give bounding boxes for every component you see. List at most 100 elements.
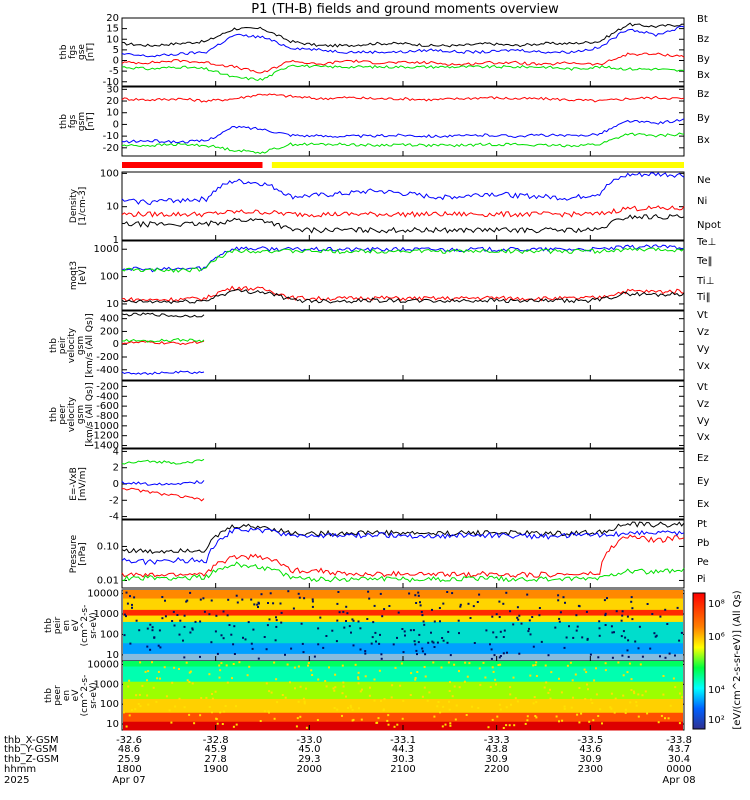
spectrogram-pixel <box>444 723 447 726</box>
spectrogram-pixel <box>235 594 238 597</box>
y-tick-label: 100 <box>100 629 119 640</box>
spectrogram-pixel <box>139 705 142 708</box>
spectrogram-pixel <box>478 667 481 670</box>
spectrogram-pixel <box>401 717 404 720</box>
y-tick-label: 10000 <box>87 659 119 670</box>
spectrogram-pixel <box>241 598 244 601</box>
spectrogram-pixel <box>416 653 418 656</box>
spectrogram-pixel <box>352 619 355 622</box>
spectrogram-pixel <box>205 696 208 699</box>
spectrogram-pixel <box>516 700 519 703</box>
spectrogram-band <box>123 643 683 655</box>
spectrogram-pixel <box>313 655 316 658</box>
spectrogram-pixel <box>558 620 561 623</box>
spectrogram-pixel <box>336 602 339 605</box>
spectrogram-pixel <box>664 717 666 720</box>
spectrogram-pixel <box>413 640 416 643</box>
spectrogram-pixel <box>335 640 338 643</box>
spectrogram-pixel <box>382 709 385 712</box>
spectrogram-pixel <box>146 694 149 697</box>
spectrogram-pixel <box>182 639 184 642</box>
spectrogram-pixel <box>447 661 450 664</box>
spectrogram-pixel <box>367 590 370 593</box>
panel-frame <box>121 17 685 87</box>
spectrogram-pixel <box>178 697 181 700</box>
y-tick-label: 10 <box>106 299 119 310</box>
spectrogram-pixel <box>512 676 515 679</box>
spectrogram-pixel <box>604 612 607 615</box>
spectrogram-pixel <box>637 715 640 718</box>
legend-By: By <box>697 113 710 124</box>
spectrogram-pixel <box>572 636 575 639</box>
spectrogram-band <box>123 666 683 683</box>
spectrogram-pixel <box>211 693 213 695</box>
spectrogram-pixel <box>496 715 499 718</box>
legend-Pi: Pi <box>697 574 706 585</box>
spectrogram-pixel <box>361 688 363 691</box>
spectrogram-pixel <box>399 684 402 687</box>
spectrogram-pixel <box>135 619 138 622</box>
spectrogram-pixel <box>585 671 588 674</box>
spectrogram-pixel <box>419 604 422 607</box>
spectrogram-pixel <box>231 677 233 680</box>
spectrogram-pixel <box>216 722 219 725</box>
spectrogram-pixel <box>156 677 159 680</box>
spectrogram-pixel <box>251 647 254 650</box>
spectrogram-pixel <box>331 629 334 632</box>
spectrogram-pixel <box>487 726 490 729</box>
spectrogram-pixel <box>178 633 181 636</box>
spectrogram-pixel <box>469 617 472 619</box>
spectrogram-pixel <box>438 607 441 609</box>
y-axis-label: Pressure <box>69 534 79 573</box>
spectrogram-pixel <box>346 612 349 615</box>
spectrogram-pixel <box>199 598 202 601</box>
spectrogram-pixel <box>250 598 253 601</box>
panel-3: 10 100 1000 moqt3 [eV] Te⊥ Te‖ Ti⊥ Ti‖ <box>69 237 716 311</box>
spectrogram-pixel <box>129 642 132 645</box>
spectrogram-pixel <box>246 674 249 677</box>
spectrogram-pixel <box>508 724 511 727</box>
spectrogram-pixel <box>189 670 192 673</box>
legend-By: By <box>697 54 710 65</box>
spectrogram-pixel <box>189 631 192 634</box>
spectrogram-pixel <box>471 705 473 708</box>
spectrogram-pixel <box>534 715 537 717</box>
spectrogram-pixel <box>583 668 586 671</box>
spectrogram-pixel <box>257 606 259 608</box>
spectrogram-pixel <box>563 705 566 708</box>
spectrogram-pixel <box>233 653 236 655</box>
spectrogram-pixel <box>409 629 412 632</box>
spectrogram-pixel <box>423 666 426 668</box>
x-axis-row-label: thb_Z-GSM <box>4 754 59 765</box>
y-axis-label: sr-eV) <box>89 682 99 708</box>
spectrogram-pixel <box>183 656 186 659</box>
spectrogram-pixel <box>448 700 450 703</box>
spectrogram-pixel <box>560 691 563 694</box>
y-axis-label: moqt3 <box>69 261 79 290</box>
x-tick-xgsm: -33.3 <box>484 735 510 746</box>
legend-Bx: Bx <box>697 135 710 146</box>
spectrogram-pixel <box>199 620 202 623</box>
spectrogram-pixel <box>417 594 420 597</box>
spectrogram-pixel <box>125 591 128 594</box>
spectrogram-pixel <box>439 711 442 714</box>
spectrogram-pixel <box>275 625 278 628</box>
spectrogram-pixel <box>533 696 536 699</box>
spectrogram-pixel <box>557 594 560 597</box>
x-tick-ygsm: 43.8 <box>486 744 508 755</box>
spectrogram-pixel <box>173 666 176 669</box>
spectrogram-pixel <box>305 726 308 729</box>
y-tick-label: -1400 <box>90 441 119 452</box>
spectrogram-pixel <box>538 607 541 609</box>
spectrogram-pixel <box>472 605 475 608</box>
spectrogram-pixel <box>341 714 343 717</box>
spectrogram-pixel <box>128 714 131 717</box>
spectrogram-pixel <box>146 627 149 630</box>
spectrogram-pixel <box>275 616 277 619</box>
spectrogram-pixel <box>490 648 493 651</box>
spectrogram-pixel <box>183 614 186 617</box>
spectrogram-pixel <box>668 652 671 655</box>
spectrogram-pixel <box>492 670 495 673</box>
spectrogram-pixel <box>646 712 649 715</box>
spectrogram-pixel <box>503 629 506 632</box>
